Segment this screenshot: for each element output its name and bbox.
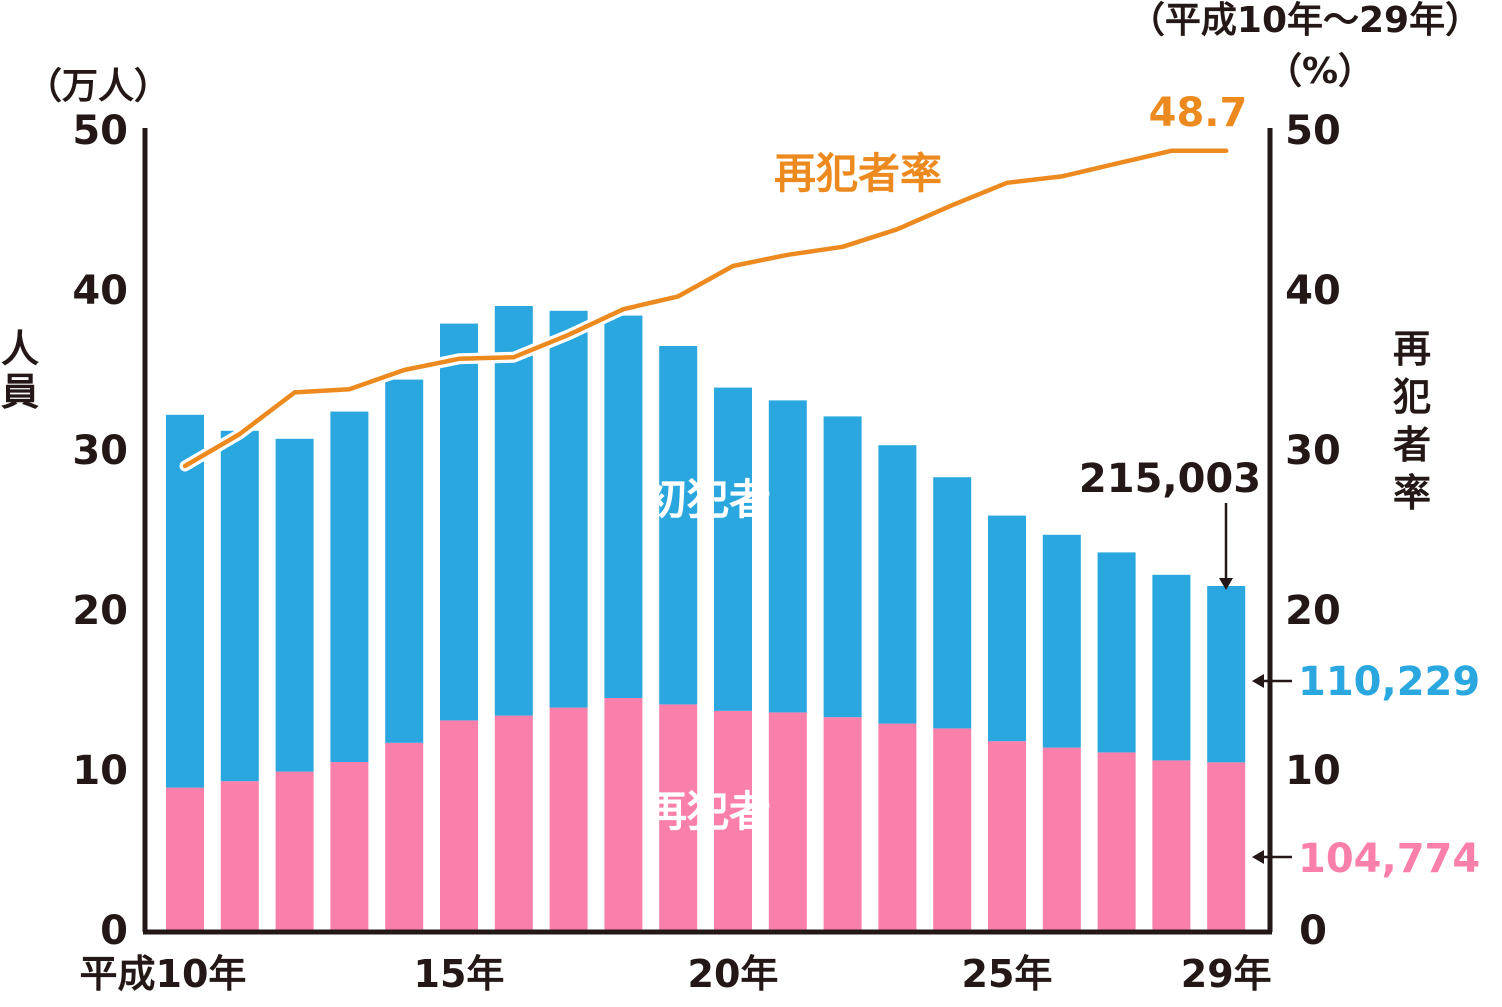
bar-repeat-offenders bbox=[385, 742, 424, 930]
left-tick-label: 20 bbox=[72, 588, 128, 634]
x-tick-label: 25年 bbox=[962, 952, 1053, 996]
right-tick-label: 50 bbox=[1285, 108, 1341, 154]
bar-first-offenders bbox=[1042, 534, 1081, 748]
x-tick-label: 29年 bbox=[1181, 952, 1272, 996]
bar-repeat-offenders bbox=[768, 712, 807, 930]
bar-first-offenders bbox=[768, 400, 807, 713]
bar-first-offenders bbox=[440, 323, 478, 721]
bar-repeat-offenders bbox=[166, 787, 204, 930]
bar-first-offenders bbox=[823, 416, 862, 718]
bar-repeat-offenders bbox=[933, 728, 972, 930]
right-axis-title-char: 犯 bbox=[1393, 375, 1431, 419]
right-tick-label: 0 bbox=[1299, 908, 1327, 954]
bar-repeat-offenders bbox=[714, 710, 752, 930]
arrow-repeat-head bbox=[1252, 850, 1264, 864]
bar-first-offenders bbox=[604, 315, 643, 698]
x-tick-label: 15年 bbox=[414, 952, 505, 996]
right-axis-title-char: 者 bbox=[1393, 423, 1431, 467]
bar-repeat-offenders bbox=[275, 771, 314, 930]
bar-first-offenders bbox=[549, 310, 588, 708]
bar-first-offenders bbox=[275, 438, 314, 772]
right-tick-label: 20 bbox=[1285, 588, 1341, 634]
x-tick-label: 平成10年 bbox=[80, 952, 247, 996]
series-label-first: 初犯者 bbox=[645, 475, 771, 524]
bar-first-offenders bbox=[1207, 586, 1246, 763]
rate-line bbox=[182, 148, 1229, 469]
bar-first-offenders bbox=[933, 477, 972, 729]
bar-repeat-offenders bbox=[988, 741, 1026, 930]
bar-repeat-offenders bbox=[549, 707, 588, 930]
bar-repeat-offenders bbox=[878, 723, 917, 930]
bar-first-offenders bbox=[330, 411, 369, 762]
left-tick-label: 0 bbox=[100, 908, 128, 954]
bar-first-offenders bbox=[385, 379, 424, 743]
left-tick-group: 0 10 20 30 40 50 bbox=[72, 108, 128, 954]
arrow-first-head bbox=[1252, 674, 1264, 688]
left-axis-title-char: 員 bbox=[1, 370, 39, 414]
bar-first-offenders bbox=[878, 445, 917, 724]
bar-repeat-offenders bbox=[604, 698, 643, 930]
period-label: （平成10年〜29年） bbox=[1129, 0, 1481, 41]
bar-first-offenders bbox=[166, 414, 204, 788]
left-axis-title-char: 人 bbox=[1, 327, 39, 371]
x-tick-group: 平成10年 15年 20年 25年 29年 bbox=[80, 952, 1272, 996]
bar-first-offenders bbox=[714, 387, 752, 711]
right-tick-label: 40 bbox=[1285, 268, 1341, 314]
right-tick-label: 30 bbox=[1285, 428, 1341, 474]
bar-repeat-offenders bbox=[1152, 760, 1191, 930]
left-tick-label: 50 bbox=[72, 108, 128, 154]
bar-repeat-offenders bbox=[440, 720, 478, 930]
bar-first-offenders bbox=[659, 346, 698, 705]
annotation-repeat-last: 104,774 bbox=[1298, 836, 1480, 882]
bar-group bbox=[166, 306, 1246, 930]
left-axis-unit: （万人） bbox=[26, 66, 170, 107]
annotation-total-last: 215,003 bbox=[1079, 456, 1261, 502]
bar-repeat-offenders bbox=[494, 715, 533, 930]
bar-repeat-offenders bbox=[330, 762, 369, 930]
bar-first-offenders bbox=[494, 306, 533, 716]
series-label-rate: 再犯者率 bbox=[774, 149, 942, 198]
rate-line-group bbox=[179, 145, 1232, 472]
bar-repeat-offenders bbox=[1097, 752, 1136, 930]
bar-first-offenders bbox=[220, 430, 259, 782]
bar-first-offenders bbox=[1152, 574, 1191, 761]
left-tick-label: 10 bbox=[72, 748, 128, 794]
annotation-first-last: 110,229 bbox=[1298, 659, 1480, 705]
bar-repeat-offenders bbox=[659, 704, 698, 930]
bar-repeat-offenders bbox=[1042, 747, 1081, 930]
left-tick-label: 40 bbox=[72, 268, 128, 314]
right-tick-label: 10 bbox=[1285, 748, 1341, 794]
right-axis-title-char: 再 bbox=[1393, 327, 1431, 371]
right-axis-title-char: 率 bbox=[1393, 471, 1431, 515]
bar-repeat-offenders bbox=[823, 717, 862, 930]
annotation-rate-last: 48.7 bbox=[1149, 90, 1248, 136]
arrow-total-head bbox=[1219, 578, 1233, 590]
bar-repeat-offenders bbox=[1207, 762, 1246, 930]
right-tick-group: 0 10 20 30 40 50 bbox=[1285, 108, 1341, 954]
bar-first-offenders bbox=[1097, 552, 1136, 753]
right-axis-unit: （%） bbox=[1266, 51, 1374, 92]
series-label-repeat: 再犯者 bbox=[645, 787, 771, 836]
bar-first-offenders bbox=[988, 515, 1026, 742]
left-tick-label: 30 bbox=[72, 428, 128, 474]
x-tick-label: 20年 bbox=[688, 952, 779, 996]
bar-repeat-offenders bbox=[220, 781, 259, 930]
